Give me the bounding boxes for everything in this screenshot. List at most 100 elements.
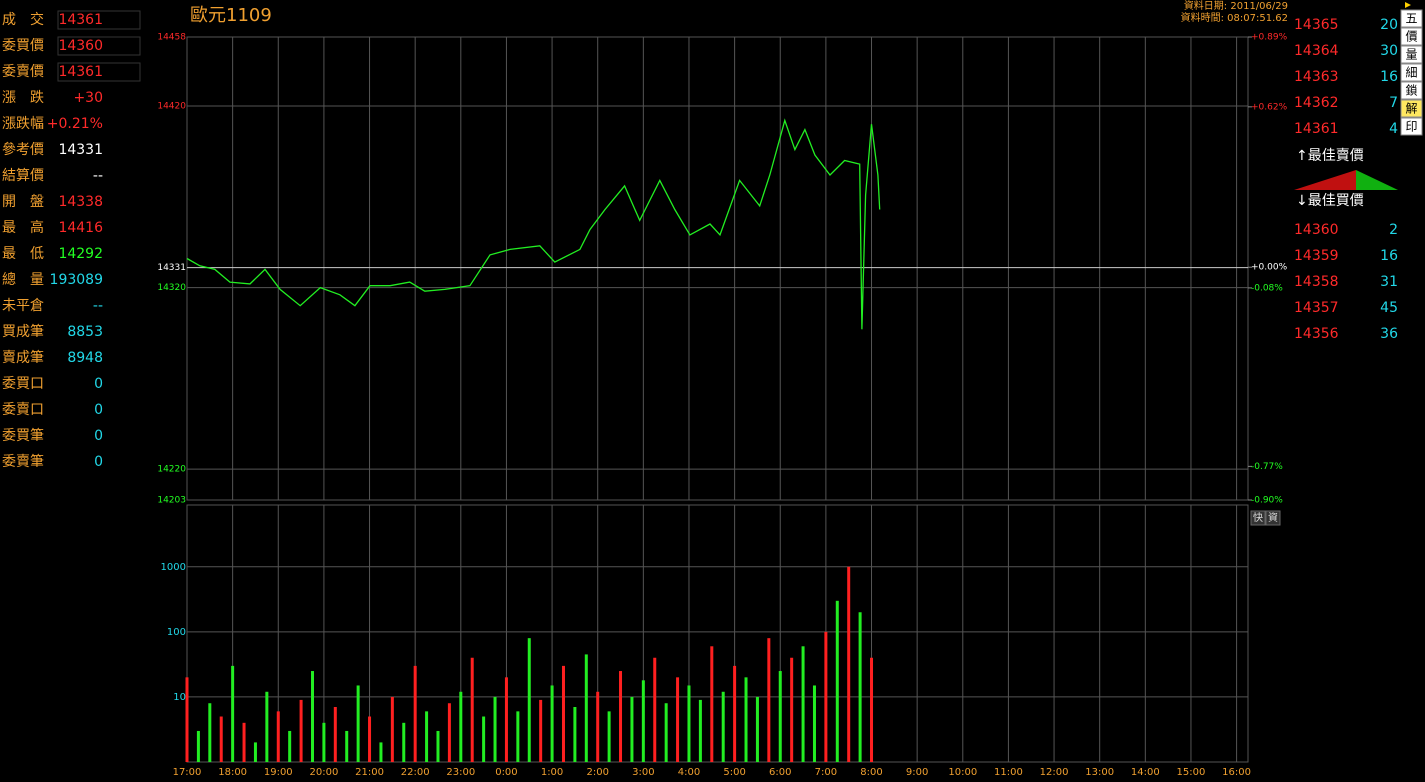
volume-bar xyxy=(402,722,406,762)
value-box xyxy=(57,36,141,56)
quote-label: 買成筆 xyxy=(2,324,44,340)
x-tick-label: 13:00 xyxy=(1085,767,1114,778)
bid-price: 14356 xyxy=(1294,326,1339,342)
quote-value: +0.21% xyxy=(47,116,103,132)
x-tick-label: 2:00 xyxy=(586,767,608,778)
quote-value: 14292 xyxy=(58,246,103,262)
bid-price: 14358 xyxy=(1294,274,1339,290)
volume-tick-label: 10 xyxy=(173,692,186,703)
header-time: 資料時間: 08:07:51.62 xyxy=(1181,11,1288,24)
x-tick-label: 19:00 xyxy=(264,767,293,778)
volume-bar xyxy=(801,646,805,762)
toolbar-button[interactable] xyxy=(1400,63,1423,82)
toolbar-button[interactable] xyxy=(1400,81,1423,100)
volume-bar xyxy=(493,696,497,762)
volume-bar xyxy=(778,671,782,762)
volume-bar xyxy=(219,716,223,762)
quote-label: 總 量 xyxy=(2,271,44,288)
best-ask-label: ↑最佳賣價 xyxy=(1296,147,1364,164)
toolbar-button-label[interactable]: 細 xyxy=(1405,66,1417,80)
volume-bar xyxy=(459,691,463,762)
volume-bar xyxy=(470,657,474,762)
quote-value: -- xyxy=(93,168,103,184)
ask-qty: 4 xyxy=(1389,121,1398,137)
toolbar-button-label[interactable]: 價 xyxy=(1405,30,1417,44)
volume-bar xyxy=(253,742,257,762)
header-date: 資料日期: 2011/06/29 xyxy=(1184,0,1288,12)
toolbar-button-label[interactable]: 印 xyxy=(1405,120,1417,134)
volume-bar xyxy=(208,703,212,762)
volume-bar xyxy=(539,699,543,762)
volume-bar xyxy=(710,646,714,762)
x-tick-label: 17:00 xyxy=(173,767,202,778)
toolbar-button[interactable] xyxy=(1400,9,1423,28)
x-tick-label: 16:00 xyxy=(1222,767,1251,778)
volume-bar xyxy=(322,722,326,762)
quote-label: 漲 跌 xyxy=(2,90,44,106)
toolbar-button-label[interactable]: 鎖 xyxy=(1405,83,1417,98)
y-tick-label: 14420 xyxy=(157,101,186,111)
chart-button-label[interactable]: 資 xyxy=(1268,512,1278,524)
ask-price: 14363 xyxy=(1294,69,1339,85)
volume-bar xyxy=(288,730,292,762)
volume-bar xyxy=(687,685,691,762)
toolbar-button[interactable] xyxy=(1400,45,1423,64)
toolbar-button[interactable] xyxy=(1400,99,1423,118)
volume-bar xyxy=(516,711,520,762)
volume-bar xyxy=(425,711,429,762)
x-tick-label: 22:00 xyxy=(401,767,430,778)
best-bid-label: ↓最佳買價 xyxy=(1296,192,1364,209)
volume-bar xyxy=(744,677,748,762)
quote-value: 0 xyxy=(94,428,103,444)
chart-button[interactable] xyxy=(1250,510,1266,526)
ask-qty: 7 xyxy=(1389,95,1398,111)
y2-tick-label: +0.00% xyxy=(1251,263,1288,273)
x-tick-label: 1:00 xyxy=(541,767,563,778)
x-tick-label: 12:00 xyxy=(1040,767,1069,778)
toolbar-button[interactable] xyxy=(1400,117,1423,136)
chart-button[interactable] xyxy=(1265,510,1281,526)
spread-red xyxy=(1294,170,1356,190)
volume-bar xyxy=(413,665,417,762)
quote-value: 8948 xyxy=(67,350,103,366)
y-tick-label: 14203 xyxy=(157,496,186,506)
volume-bar xyxy=(676,677,680,762)
volume-bar xyxy=(368,716,372,762)
volume-bar xyxy=(231,665,235,762)
volume-bar xyxy=(619,671,623,762)
volume-bar xyxy=(607,711,611,762)
x-tick-label: 6:00 xyxy=(769,767,791,778)
toolbar-button-label[interactable]: 解 xyxy=(1405,102,1417,116)
volume-bar xyxy=(790,657,794,762)
volume-bar xyxy=(641,680,645,762)
x-tick-label: 23:00 xyxy=(446,767,475,778)
volume-bar xyxy=(310,671,314,762)
volume-bar xyxy=(196,730,200,762)
y2-tick-label: -0.08% xyxy=(1251,283,1283,293)
quote-value: 14361 xyxy=(58,64,103,80)
toolbar-button[interactable] xyxy=(1400,27,1423,46)
toolbar-button-label[interactable]: 五 xyxy=(1405,12,1417,26)
quote-label: 最 低 xyxy=(2,246,44,262)
toolbar-button-label[interactable]: 量 xyxy=(1405,48,1417,62)
ask-qty: 16 xyxy=(1380,69,1398,85)
chart-button-label[interactable]: 快 xyxy=(1253,512,1263,524)
quote-label: 開 盤 xyxy=(2,194,44,210)
x-tick-label: 5:00 xyxy=(723,767,745,778)
quote-value: 14338 xyxy=(58,194,103,210)
quote-value: 193089 xyxy=(50,272,103,288)
quote-label: 委買價 xyxy=(2,37,44,54)
y2-tick-label: -0.77% xyxy=(1251,462,1283,472)
volume-bar xyxy=(436,730,440,762)
quote-label: 最 高 xyxy=(2,219,44,236)
quote-value: 0 xyxy=(94,454,103,470)
volume-bar xyxy=(561,665,565,762)
quote-label: 漲跌幅 xyxy=(2,116,44,132)
quote-label: 賣成筆 xyxy=(2,350,44,366)
quote-label: 成 交 xyxy=(2,11,44,28)
y-tick-label: 14458 xyxy=(157,33,186,43)
x-tick-label: 11:00 xyxy=(994,767,1023,778)
y-tick-label: 14331 xyxy=(157,263,186,273)
volume-bar xyxy=(573,707,577,762)
